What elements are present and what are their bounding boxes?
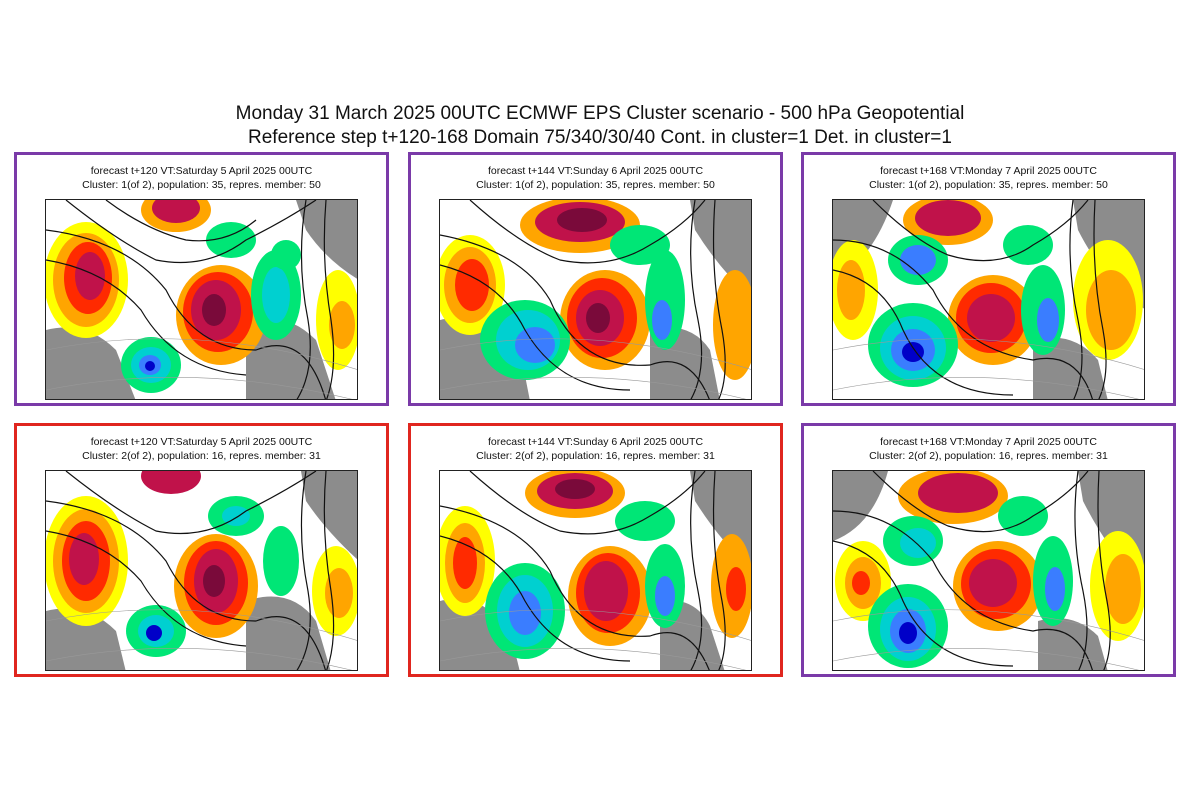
geopotential-map <box>439 470 752 671</box>
panel-forecast-header: forecast t+144 VT:Sunday 6 April 2025 00… <box>487 436 704 448</box>
geopotential-map <box>832 199 1145 400</box>
cluster-panel-1: forecast t+120 VT:Saturday 5 April 2025 … <box>14 152 389 406</box>
geopotential-map <box>832 470 1145 671</box>
cluster-panel-2: forecast t+144 VT:Sunday 6 April 2025 00… <box>408 152 783 406</box>
geopotential-map <box>439 199 752 400</box>
panel-cluster-info: Cluster: 1(of 2), population: 35, repres… <box>476 179 715 191</box>
panel-cluster-info: Cluster: 2(of 2), population: 16, repres… <box>476 450 715 462</box>
panel-forecast-header: forecast t+120 VT:Saturday 5 April 2025 … <box>90 436 313 448</box>
geopotential-map <box>45 470 358 671</box>
cluster-panel-3: forecast t+168 VT:Monday 7 April 2025 00… <box>801 152 1176 406</box>
panel-forecast-header: forecast t+168 VT:Monday 7 April 2025 00… <box>880 165 1097 177</box>
figure-subtitle: Reference step t+120-168 Domain 75/340/3… <box>248 127 952 148</box>
cluster-panel-6: forecast t+168 VT:Monday 7 April 2025 00… <box>801 423 1176 677</box>
panel-cluster-info: Cluster: 2(of 2), population: 16, repres… <box>869 450 1108 462</box>
geopotential-map <box>45 199 358 400</box>
figure-title: Monday 31 March 2025 00UTC ECMWF EPS Clu… <box>235 103 965 124</box>
cluster-panel-5: forecast t+144 VT:Sunday 6 April 2025 00… <box>408 423 783 677</box>
panel-forecast-header: forecast t+168 VT:Monday 7 April 2025 00… <box>880 436 1097 448</box>
panel-forecast-header: forecast t+144 VT:Sunday 6 April 2025 00… <box>487 165 704 177</box>
panel-cluster-info: Cluster: 1(of 2), population: 35, repres… <box>869 179 1108 191</box>
panel-cluster-info: Cluster: 1(of 2), population: 35, repres… <box>82 179 321 191</box>
panel-cluster-info: Cluster: 2(of 2), population: 16, repres… <box>82 450 321 462</box>
cluster-panel-4: forecast t+120 VT:Saturday 5 April 2025 … <box>14 423 389 677</box>
panel-forecast-header: forecast t+120 VT:Saturday 5 April 2025 … <box>90 165 313 177</box>
